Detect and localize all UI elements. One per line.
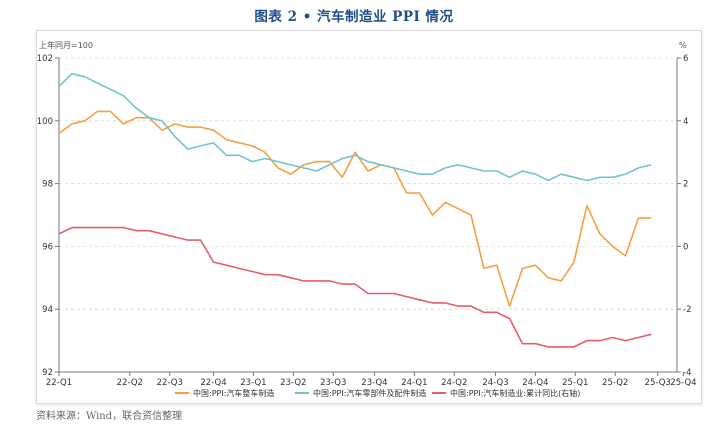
- x-tick-label: 25-Q4: [670, 378, 696, 388]
- left-tick-label: 102: [37, 54, 53, 64]
- legend: 中国:PPI:汽车整车制造 中国:PPI:汽车零部件及配件制造 中国:PPI:汽车制…: [175, 388, 580, 398]
- series-line: [58, 110, 652, 307]
- right-tick-label: 6: [683, 54, 688, 64]
- x-tick-label: 24-Q3: [482, 378, 508, 388]
- right-tick-label: -2: [683, 305, 691, 315]
- left-tick-label: 98: [42, 180, 53, 190]
- x-tick-label: 25-Q1: [562, 378, 588, 388]
- series-line: [58, 72, 652, 182]
- axes: 92 94 96 98 100 102 -4 -2 0 2 4 6 上年同月=100 % 22-Q1 22-Q…: [37, 40, 697, 388]
- x-tick-label: 25-Q2: [602, 378, 628, 388]
- x-tick-label: 23-Q3: [320, 378, 346, 388]
- line-chart: 92 94 96 98 100 102 -4 -2 0 2 4 6 上年同月=100 % 22-Q1 22-Q…: [37, 40, 697, 398]
- x-tick-label: 23-Q4: [361, 378, 387, 388]
- source-note: 资料来源：Wind，联合资信整理: [36, 411, 183, 422]
- x-tick-label: 22-Q4: [200, 378, 226, 388]
- left-tick-label: 92: [42, 368, 53, 378]
- x-tick-label: 24-Q4: [522, 378, 548, 388]
- right-tick-label: 0: [683, 242, 688, 252]
- x-tick-label: 22-Q2: [117, 378, 143, 388]
- x-tick-label: 25-Q3: [645, 378, 671, 388]
- legend-label: 中国:PPI:汽车零部件及配件制造: [313, 388, 426, 398]
- chart-frame: 92 94 96 98 100 102 -4 -2 0 2 4 6 上年同月=100% 22-Q1 22-Q…: [36, 30, 702, 404]
- legend-label: 中国:PPI:汽车制造业:累计同比(右轴): [450, 388, 580, 398]
- series-lines: [58, 72, 652, 348]
- x-tick-label: 24-Q2: [441, 378, 467, 388]
- left-axis-label: 上年同月=100: [39, 40, 93, 50]
- left-tick-label: 96: [42, 242, 53, 252]
- right-tick-label: 4: [683, 117, 688, 127]
- right-tick-label: 2: [683, 180, 688, 190]
- x-tick-label: 23-Q1: [240, 378, 266, 388]
- legend-label: 中国:PPI:汽车整车制造: [193, 388, 274, 398]
- x-tick-label: 23-Q2: [280, 378, 306, 388]
- x-tick-label: 22-Q1: [46, 378, 72, 388]
- x-tick-label: 22-Q3: [157, 378, 183, 388]
- x-tick-label: 24-Q1: [401, 378, 427, 388]
- right-tick-label: -4: [683, 368, 691, 378]
- chart-title: 图表 2 • 汽车制造业 PPI 情况: [254, 9, 454, 25]
- right-axis-label: %: [679, 41, 687, 50]
- series-line: [58, 226, 652, 348]
- left-tick-label: 94: [42, 305, 53, 315]
- left-tick-label: 100: [37, 117, 53, 127]
